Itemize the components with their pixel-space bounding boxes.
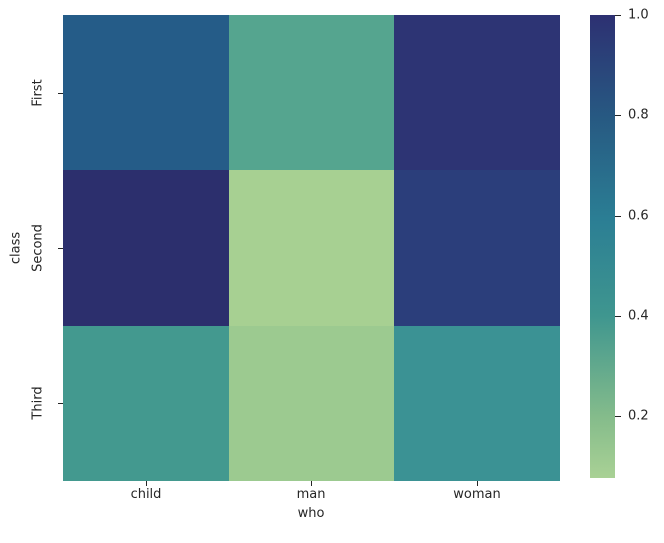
y-tick-mark-second [58,248,63,249]
x-tick-label-man: man [296,487,326,502]
heatmap-cell-first-child [63,15,229,171]
heatmap-cell-second-man [228,170,395,326]
y-tick-mark-first [58,93,63,94]
x-tick-mark-woman [477,481,478,486]
y-tick-label-second: Second [30,224,46,272]
x-tick-mark-man [311,481,312,486]
heatmap-cell-third-child [63,325,229,481]
colorbar-tick-mark [615,15,621,16]
colorbar-tick-mark [615,315,621,317]
y-tick-label-first: First [30,79,46,107]
heatmap-cell-first-woman [394,15,560,171]
heatmap-cell-second-woman [394,170,560,326]
colorbar: 1.0 0.8 0.6 0.4 0.2 [590,8,649,478]
colorbar-gradient [590,15,615,478]
colorbar-tick-mark [615,115,621,117]
x-tick-label-child: child [130,487,162,502]
x-tick-label-woman: woman [453,487,501,502]
y-tick-mark-third [58,403,63,404]
heatmap-cell-second-child [63,170,229,326]
colorbar-tick-mark [615,215,621,217]
y-tick-label-third: Third [30,386,46,420]
colorbar-tick-label: 0.8 [628,107,649,123]
y-axis-label: class [8,231,24,265]
colorbar-tick-label: 0.6 [628,208,649,224]
colorbar-tick-label: 0.4 [628,308,649,324]
colorbar-tick-label: 0.2 [628,408,649,424]
heatmap-cell-first-man [228,15,395,171]
heatmap-cell-third-woman [394,325,560,481]
colorbar-tick-label: 1.0 [628,7,649,23]
heatmap-cell-third-man [228,325,395,481]
x-tick-mark-child [146,481,147,486]
x-axis-label: who [297,506,325,521]
colorbar-tick-mark [615,416,621,418]
heatmap-plot [63,15,560,481]
